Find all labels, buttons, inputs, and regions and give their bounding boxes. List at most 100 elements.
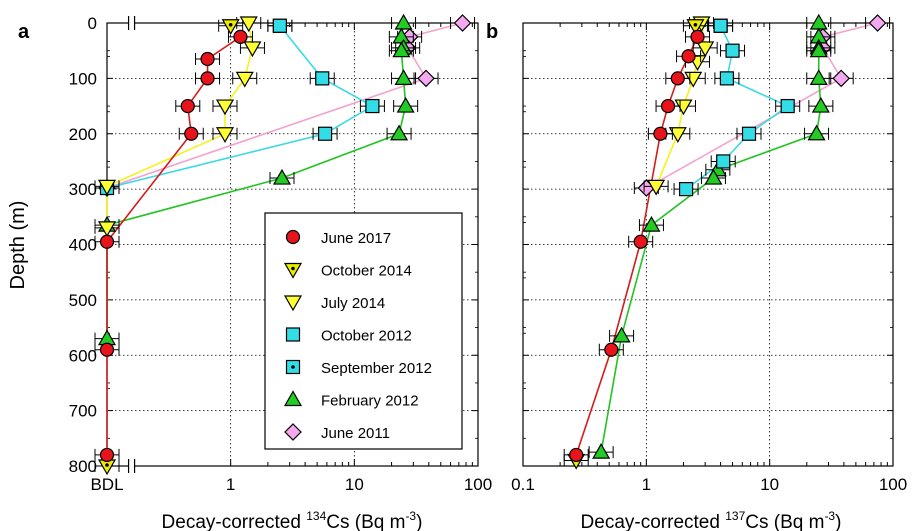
- data-point: [653, 126, 668, 141]
- panel-label-b: b: [486, 21, 498, 43]
- data-point: [604, 342, 619, 357]
- data-point: [660, 98, 676, 114]
- legend: June 2017 October 2014 July 2014 October 20…: [264, 212, 463, 450]
- axis-break-gap: [128, 459, 135, 473]
- data-point: [832, 69, 851, 88]
- data-point: [97, 179, 117, 196]
- data-point: [809, 13, 828, 30]
- data-point: [99, 234, 115, 249]
- data-point: [272, 168, 292, 185]
- data-point: [272, 18, 287, 33]
- y-axis-label: Depth (m): [7, 201, 29, 290]
- data-point: [215, 99, 235, 116]
- data-point: [453, 14, 472, 32]
- data-point: [317, 126, 333, 141]
- data-point: [704, 168, 723, 185]
- x-tick-label: 0.1: [511, 475, 535, 494]
- data-point: [392, 41, 411, 58]
- y-tick-label: 400: [69, 236, 97, 255]
- panel-label-a: a: [18, 21, 30, 43]
- data-point: [396, 96, 415, 113]
- plot-area-b: [522, 22, 894, 467]
- data-point: [97, 221, 117, 238]
- y-tick-label: 300: [69, 180, 97, 199]
- x-tick-label: 100: [464, 475, 492, 494]
- y-tick-label: 100: [69, 69, 97, 88]
- legend-marker-dot: [291, 266, 295, 271]
- y-tick-label: 600: [69, 346, 97, 365]
- series-points-b: [563, 13, 891, 470]
- legend-label: July 2014: [321, 295, 385, 312]
- data-point: [569, 447, 584, 463]
- x-tick-label: BDL: [90, 475, 123, 494]
- panel-b: b Decay-corrected 137Cs (Bq m-3) 0.1 1 10 1…: [486, 13, 907, 531]
- data-point: [674, 99, 693, 116]
- data-point: [678, 182, 694, 197]
- data-point: [99, 342, 115, 357]
- legend-marker: [284, 423, 302, 441]
- data-point: [741, 126, 757, 141]
- data-point: [807, 124, 826, 141]
- x-tick-label: 1: [226, 475, 235, 494]
- data-point: [809, 41, 828, 58]
- legend-label: June 2011: [321, 425, 390, 442]
- legend-label: October 2012: [321, 328, 412, 345]
- data-point: [221, 19, 240, 35]
- data-point: [719, 71, 734, 86]
- data-point: [200, 51, 215, 67]
- data-point: [716, 154, 731, 169]
- x-axis-label-b: Decay-corrected 137Cs (Bq m-3): [581, 509, 842, 531]
- x-tick-label: 1: [642, 475, 651, 494]
- data-point: [811, 96, 830, 113]
- data-point: [417, 69, 435, 88]
- data-point-dot: [693, 22, 698, 27]
- y-tick-label: 800: [69, 457, 97, 476]
- data-point: [633, 234, 648, 249]
- data-point: [647, 179, 666, 196]
- data-point: [239, 16, 258, 33]
- y-tick-label: 700: [69, 402, 97, 421]
- data-point: [684, 71, 703, 88]
- data-point: [681, 49, 696, 64]
- data-point: [365, 98, 380, 114]
- data-point: [668, 127, 687, 143]
- axis-break-gap: [128, 16, 135, 30]
- data-point: [200, 71, 215, 86]
- legend-label: June 2017: [321, 230, 391, 247]
- y-tick-label: 500: [69, 291, 97, 310]
- x-tick-label: 10: [760, 475, 779, 494]
- data-point: [809, 69, 828, 85]
- legend-label: October 2014: [321, 263, 412, 280]
- data-point: [215, 127, 235, 143]
- data-point: [690, 29, 705, 44]
- data-point: [670, 71, 685, 86]
- data-point-dot: [228, 22, 233, 27]
- data-point: [394, 13, 413, 30]
- legend-marker: [285, 327, 301, 342]
- data-point: [180, 98, 195, 114]
- legend-label: September 2012: [321, 360, 432, 377]
- series-points-a: [94, 13, 476, 476]
- y-tick-label: 200: [69, 125, 97, 144]
- y-tick-label: 0: [88, 14, 97, 33]
- data-point: [780, 98, 795, 114]
- legend-marker: [283, 262, 303, 279]
- x-axis-label-a: Decay-corrected 134Cs (Bq m-3): [162, 509, 423, 531]
- data-point: [612, 326, 631, 343]
- data-point-dot: [105, 463, 109, 467]
- data-point: [99, 447, 115, 463]
- data-point: [184, 126, 199, 141]
- data-point: [868, 14, 887, 32]
- data-point: [235, 71, 254, 88]
- data-point: [592, 442, 611, 459]
- data-point: [696, 41, 715, 58]
- legend-marker: [283, 390, 303, 407]
- data-point: [394, 69, 413, 85]
- data-point: [97, 459, 117, 476]
- legend-label: February 2012: [321, 393, 419, 410]
- data-point: [233, 29, 248, 44]
- x-tick-label: 10: [345, 475, 364, 494]
- data-point: [315, 71, 330, 86]
- data-point: [642, 215, 661, 232]
